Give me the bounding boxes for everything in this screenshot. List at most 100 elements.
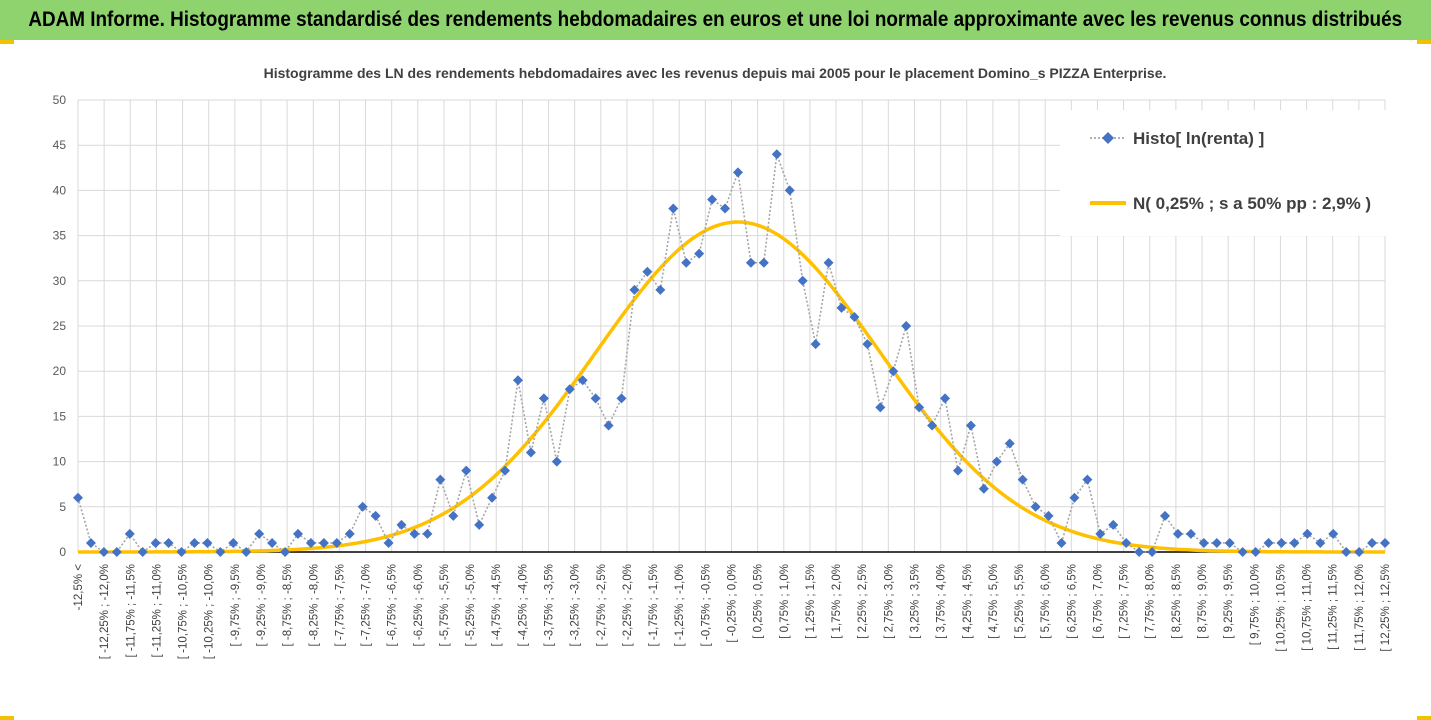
histogram-point [849,311,860,322]
histogram-point [409,528,420,539]
x-tick-label: [ 9,25% ; 9,5% [1223,564,1235,639]
x-tick-label: [ -7,75% ; -7,5% [334,564,346,646]
x-tick-label: [ 5,75% ; 6,0% [1040,564,1052,639]
report-title: ADAM Informe. Histogramme standardisé de… [28,8,1403,31]
x-tick-label: [ 11,25% ; 11,5% [1328,564,1340,650]
legend: Histo[ ln(renta) ] N( 0,25% ; s a 50% pp… [1060,110,1395,236]
histogram-point [1056,537,1067,548]
histogram-point [254,528,265,539]
histogram-point [1211,537,1222,548]
histogram-point [292,528,303,539]
x-tick-label: [ 8,75% ; 9,0% [1197,564,1209,639]
histogram-point [396,519,407,530]
x-tick-label: [ 7,75% ; 8,0% [1145,564,1157,639]
histogram-point [422,528,433,539]
y-tick-label: 5 [59,500,66,514]
histogram-point [784,185,795,196]
x-tick-label: [ -2,25% ; -2,0% [622,564,634,646]
x-tick-label: [ -11,25% ; -11,0% [151,564,163,658]
histogram-point [1069,492,1080,503]
normal-distribution-curve [78,220,1385,554]
histogram-point [215,547,226,557]
x-tick-label: [ -3,75% ; -3,5% [544,564,556,646]
histogram-point [1341,547,1352,557]
histogram-point [914,402,925,413]
x-tick-label: [ -5,75% ; -5,5% [439,564,451,646]
x-tick-label: [ 10,75% ; 11,0% [1302,564,1314,651]
histogram-point [952,465,963,476]
histogram-point [927,420,938,431]
histogram-point [202,537,213,548]
histogram-point [862,339,873,350]
histogram-point [267,537,278,548]
histogram-point [241,547,252,557]
frame-corner-mark [1417,40,1431,44]
x-tick-label: [ 3,25% ; 3,5% [909,564,921,639]
x-tick-label: [ 1,25% ; 1,5% [805,564,817,639]
x-tick-label: [ -2,75% ; -2,5% [596,564,608,646]
histogram-point [991,456,1002,467]
y-tick-label: 25 [53,319,67,333]
axes: 0 5 10 15 20 25 30 35 40 45 50 -12,5% < [ -12,25% ; … [53,93,1392,659]
histogram-point [732,167,743,178]
histogram-point [512,375,523,386]
histogram-point [745,257,756,268]
x-tick-label: [ 8,25% ; 8,5% [1171,564,1183,639]
chart-title: Histogramme des LN des rendements hebdom… [264,65,1167,81]
x-tick-label: [ 5,25% ; 5,5% [1014,564,1026,639]
histogram-point [1095,528,1106,539]
histogram-point [435,474,446,485]
histogram-point [1185,528,1196,539]
x-tick-label: [ -12,25% ; -12,0% [99,564,111,659]
histogram-point [357,501,368,512]
histogram-point [137,547,148,557]
histogram-point [940,393,951,404]
histogram-point [525,447,536,458]
legend-histo-diamond-icon [1102,132,1114,144]
x-tick-label: [ -8,25% ; -8,0% [308,564,320,646]
x-tick-label: [ 1,75% ; 2,0% [831,564,843,639]
x-tick-label: [ 2,25% ; 2,5% [857,564,869,639]
x-tick-label: [ 0,75% ; 1,0% [779,564,791,639]
histogram-point [681,257,692,268]
y-tick-label: 10 [53,455,67,469]
x-tick-label: [ -3,25% ; -3,0% [570,564,582,646]
legend-normal-label: N( 0,25% ; s a 50% pp : 2,9% ) [1133,194,1371,213]
x-tick-label: [ -8,75% ; -8,5% [282,564,294,646]
histogram-point [1134,547,1145,557]
x-tick-label: [ 2,75% ; 3,0% [883,564,895,639]
histogram-point [771,149,782,160]
y-tick-label: 50 [53,93,67,107]
frame-corner-mark [0,40,14,44]
histogram-point [1082,474,1093,485]
histogram-point [1367,537,1378,548]
histogram-point [1147,547,1158,557]
x-tick-label: [ 10,25% ; 10,5% [1275,564,1287,652]
legend-histo-label: Histo[ ln(renta) ] [1133,129,1264,148]
legend-background [1060,110,1395,236]
x-tick-label: [ -9,25% ; -9,0% [256,564,268,646]
x-tick-label: [ -10,75% ; -10,5% [178,564,190,659]
x-tick-label: [ 4,75% ; 5,0% [988,564,1000,639]
x-tick-label: [ -7,25% ; -7,0% [361,564,373,646]
histogram-point [1017,474,1028,485]
histogram-point [474,519,485,530]
histogram-point [189,537,200,548]
histogram-point [1289,537,1300,548]
histogram-point [1224,537,1235,548]
histogram-point [73,492,83,503]
histogram-point [1302,528,1313,539]
histogram-point [965,420,976,431]
x-tick-label: [ -6,75% ; -6,5% [387,564,399,646]
histogram-point [150,537,161,548]
histogram-point [98,547,109,557]
histogram-point [1198,537,1209,548]
histogram-point [370,510,381,521]
x-tick-label: [ -0,25% ; 0,0% [727,564,739,643]
histogram-point [383,537,394,548]
y-tick-label: 45 [53,138,67,152]
histogram-point [901,321,912,331]
x-tick-label: [ 9,75% ; 10,0% [1249,564,1261,645]
x-tick-label: [ -0,75% ; -0,5% [700,564,712,646]
histogram-point [1237,547,1248,557]
